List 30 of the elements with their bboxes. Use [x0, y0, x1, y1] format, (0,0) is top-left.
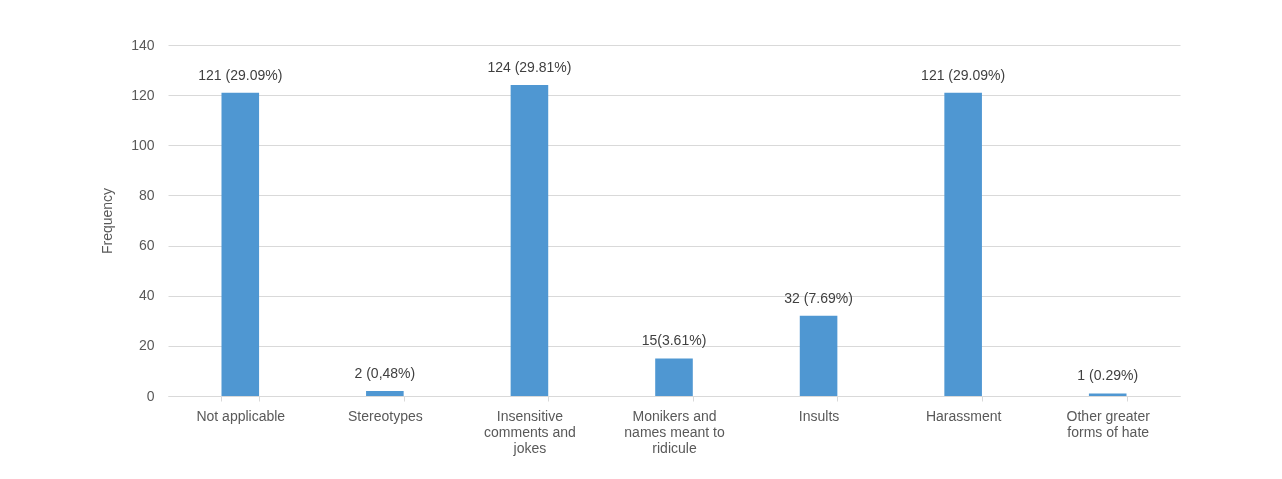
bar [1088, 393, 1127, 396]
x-tick-label: Insults [798, 407, 840, 424]
data-label: 124 (29.81%) [487, 59, 572, 76]
bar [799, 315, 838, 396]
bar [366, 390, 404, 396]
x-tick-label: Stereotypes [348, 407, 423, 424]
x-tick-label: Other greater forms of hate [1066, 407, 1151, 440]
y-tick-label: 60 [138, 237, 155, 254]
data-label: 121 (29.09%) [198, 66, 283, 83]
y-tick-label: 100 [131, 136, 155, 153]
x-tick-label: Insensitive comments and jokes [484, 407, 576, 456]
y-tick-label: 40 [138, 287, 155, 304]
bar [655, 358, 693, 396]
y-axis-title: Frequency [99, 187, 116, 255]
data-label: 32 (7.69%) [784, 289, 853, 306]
bar [944, 92, 982, 396]
data-label: 1 (0.29%) [1077, 367, 1139, 384]
y-tick-label: 80 [138, 186, 155, 203]
bar [221, 92, 260, 396]
y-tick-label: 140 [131, 36, 155, 53]
data-label: 15(3.61%) [641, 332, 707, 349]
x-tick-label: Monikers and names meant to ridicule [624, 407, 725, 456]
y-tick-label: 0 [146, 387, 155, 404]
data-label: 2 (0,48%) [354, 364, 416, 381]
data-label: 121 (29.09%) [921, 66, 1006, 83]
x-tick-label: Harassment [925, 407, 1002, 424]
bar [510, 85, 549, 396]
y-tick-label: 20 [138, 337, 155, 354]
x-tick-label: Not applicable [196, 407, 286, 424]
y-tick-label: 120 [131, 86, 155, 103]
